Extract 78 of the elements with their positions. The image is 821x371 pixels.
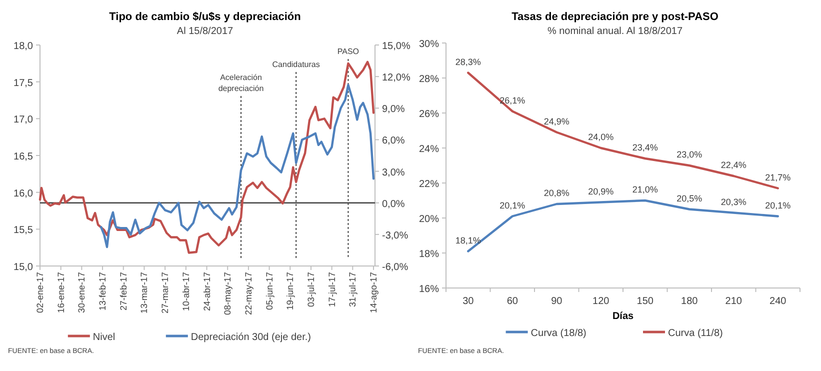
data-label: 26,1%	[500, 95, 526, 106]
x-tick-label: 27-feb-17	[118, 272, 128, 311]
data-label: 18,1%	[455, 235, 481, 246]
data-label: 21,0%	[632, 184, 658, 194]
legend-label: Curva (11/8)	[668, 328, 723, 339]
data-label: 20,5%	[676, 193, 702, 204]
y-tick-label: 18,0	[14, 41, 34, 52]
legend-label: Nivel	[92, 332, 116, 343]
data-label: 24,0%	[588, 132, 614, 142]
chart-title: Tasas de depreciación pre y post-PASO	[512, 11, 719, 23]
line-series	[100, 84, 375, 248]
x-tick-label: 13-feb-17	[98, 272, 108, 311]
y-tick-label: 22%	[418, 179, 440, 190]
x-tick-label: 13-mar-17	[139, 272, 150, 314]
y2-tick-label: 6,0%	[382, 136, 405, 147]
y-tick-label: 15,5	[14, 225, 34, 236]
x-tick-label: 240	[770, 296, 787, 307]
data-label: 20,9%	[588, 186, 614, 196]
data-label: 28,3%	[455, 56, 481, 67]
data-label: 20,1%	[765, 200, 791, 210]
x-tick-label: 19-jun-17	[285, 272, 296, 310]
x-tick-label: 22-may-17	[243, 272, 254, 316]
ref-line-label: PASO	[337, 47, 360, 56]
y2-tick-label: -3,0%	[382, 230, 408, 242]
data-label: 21,7%	[765, 172, 791, 182]
x-tick-label: 210	[725, 296, 742, 307]
x-tick-label: 30	[462, 296, 474, 307]
data-label: 20,8%	[544, 188, 570, 198]
data-label: 23,0%	[676, 150, 702, 160]
x-tick-label: 03-jul-17	[306, 272, 316, 308]
y-tick-label: 26%	[418, 109, 440, 120]
y2-tick-label: 9,0%	[382, 104, 405, 116]
x-tick-label: 27-mar-17	[160, 272, 170, 314]
x-tick-label: 60	[506, 296, 518, 307]
x-tick-label: 180	[681, 296, 698, 307]
y2-tick-label: 12,0%	[382, 72, 410, 84]
y2-tick-label: -6,0%	[382, 262, 408, 273]
y2-tick-label: 15,0%	[382, 41, 410, 52]
y-tick-label: 17,0	[14, 114, 34, 126]
chart-subtitle: % nominal anual. Al 18/8/2017	[547, 26, 683, 37]
y-tick-label: 17,5	[14, 78, 34, 89]
y-tick-label: 16,0	[14, 188, 34, 200]
y-tick-label: 20%	[418, 214, 440, 225]
x-tick-label: 08-may-17	[222, 272, 233, 316]
legend-label: Curva (18/8)	[530, 328, 586, 339]
chart-title: Tipo de cambio $/u$s y depreciación	[109, 11, 302, 23]
y-tick-label: 30%	[418, 39, 440, 50]
chart-subtitle: Al 15/8/2017	[176, 26, 234, 37]
data-label: 22,4%	[720, 160, 746, 170]
x-tick-label: 05-jun-17	[264, 272, 274, 310]
y-tick-label: 28%	[418, 74, 440, 85]
data-label: 24,9%	[544, 116, 570, 126]
y2-tick-label: 0,0%	[382, 198, 405, 210]
data-label: 23,4%	[632, 142, 658, 152]
x-tick-label: 31-jul-17	[348, 272, 358, 308]
x-tick-label: 14-ago-17	[368, 272, 379, 314]
x-axis-title: Días	[612, 311, 634, 322]
line-series	[38, 60, 375, 254]
x-tick-label: 17-jul-17	[326, 272, 337, 308]
data-label: 20,1%	[500, 200, 526, 210]
x-tick-label: 02-ene-17	[35, 272, 45, 314]
ref-line-label: Candidaturas	[272, 60, 320, 69]
y-tick-label: 15,0	[14, 262, 34, 273]
data-label: 20,3%	[720, 196, 746, 207]
y-tick-label: 24%	[418, 144, 440, 155]
x-tick-label: 150	[636, 296, 654, 307]
x-tick-label: 30-ene-17	[76, 272, 87, 314]
y-tick-label: 18%	[418, 249, 440, 260]
x-tick-label: 16-ene-17	[56, 272, 66, 314]
x-tick-label: 24-abr-17	[202, 272, 212, 312]
x-tick-label: 90	[551, 296, 563, 307]
x-tick-label: 10-abr-17	[180, 272, 191, 312]
y2-tick-label: 3,0%	[382, 167, 405, 178]
x-tick-label: 120	[592, 296, 610, 307]
legend-label: Depreciación 30d (eje der.)	[190, 332, 311, 343]
y-tick-label: 16,5	[14, 152, 34, 162]
y-tick-label: 16%	[418, 284, 440, 295]
ref-line-label: Aceleración depreciación	[218, 73, 264, 93]
